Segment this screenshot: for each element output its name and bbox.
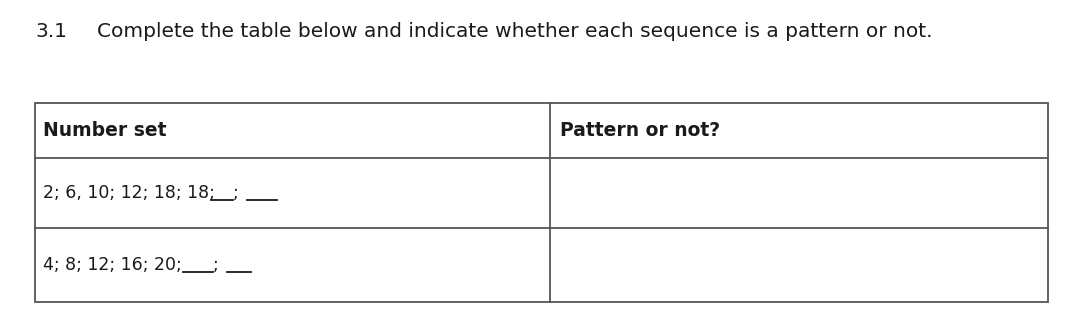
Text: Complete the table below and indicate whether each sequence is a pattern or not.: Complete the table below and indicate wh… (97, 22, 932, 41)
Text: ;: ; (213, 256, 230, 274)
Bar (35, 103, 1048, 302)
Text: 4; 8; 12; 16; 20;: 4; 8; 12; 16; 20; (43, 256, 192, 274)
Text: Pattern or not?: Pattern or not? (561, 121, 720, 140)
Text: ;: ; (233, 184, 249, 202)
Text: Number set: Number set (43, 121, 166, 140)
Text: 3.1: 3.1 (35, 22, 67, 41)
Text: 2; 6, 10; 12; 18; 18;: 2; 6, 10; 12; 18; 18; (43, 184, 226, 202)
